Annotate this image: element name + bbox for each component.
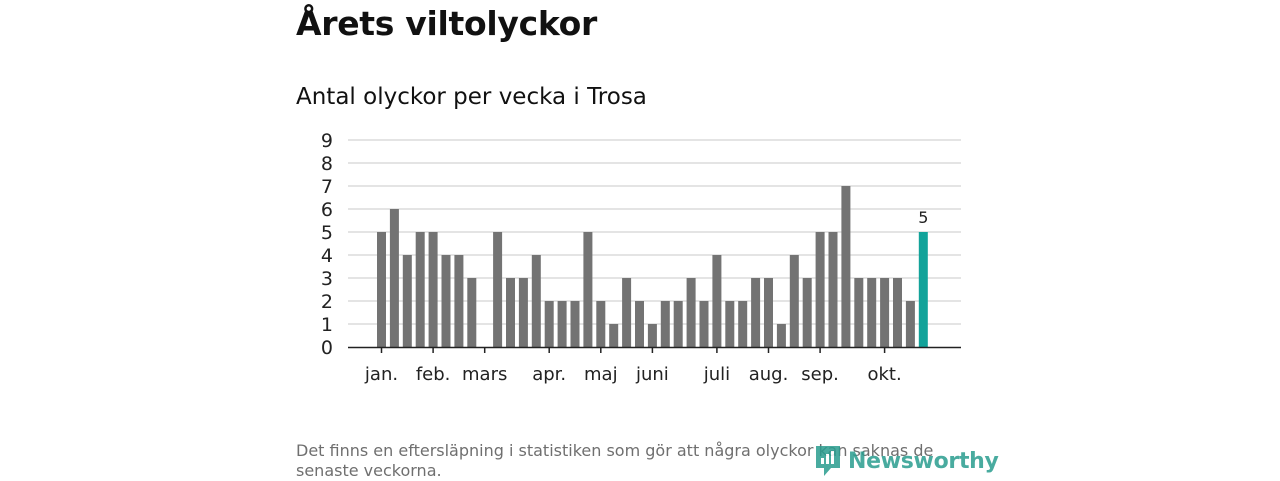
x-tick-label: juli — [703, 364, 730, 385]
footnote: Det finns en eftersläpning i statistiken… — [296, 441, 934, 480]
x-tick-label: juni — [635, 364, 669, 385]
bar — [454, 255, 464, 347]
chart-title: Årets viltolyckor — [296, 4, 597, 43]
bar — [776, 324, 786, 347]
y-tick-label: 0 — [321, 337, 333, 359]
bar — [802, 278, 812, 347]
bar — [764, 278, 773, 347]
bar — [673, 301, 683, 347]
y-tick-label: 8 — [321, 153, 333, 175]
bar — [557, 301, 567, 347]
x-tick-label: feb. — [416, 364, 451, 385]
bar — [467, 278, 477, 347]
bar — [518, 278, 528, 347]
x-tick-label: mars — [462, 364, 507, 385]
bar — [402, 255, 412, 347]
newsworthy-wordmark: Newsworthy — [848, 448, 999, 474]
y-tick-label: 5 — [321, 222, 333, 244]
data-label-latest: 5 — [918, 208, 928, 227]
bar — [389, 209, 399, 347]
x-tick-label: apr. — [532, 364, 566, 385]
bar — [880, 278, 890, 347]
bar — [583, 232, 593, 347]
bar — [751, 278, 761, 347]
bar — [686, 278, 696, 347]
bar — [738, 301, 748, 347]
bar — [905, 301, 915, 347]
bar — [635, 301, 644, 347]
newsworthy-logo-icon — [816, 446, 840, 476]
bar — [854, 278, 864, 347]
y-tick-label: 7 — [321, 176, 333, 198]
bar — [622, 278, 632, 347]
x-tick-label: aug. — [749, 364, 789, 385]
bar — [596, 301, 606, 347]
bar — [660, 301, 670, 347]
y-tick-label: 3 — [321, 268, 333, 290]
bar-latest-week — [918, 232, 928, 347]
bar — [815, 232, 825, 347]
bar — [789, 255, 799, 347]
newsworthy-brand: Newsworthy — [814, 444, 999, 478]
y-tick-label: 1 — [321, 314, 333, 336]
y-tick-label: 2 — [321, 291, 333, 313]
bar — [428, 232, 438, 347]
bar — [415, 232, 425, 347]
bar — [647, 324, 657, 347]
bar — [544, 301, 554, 347]
bar — [712, 255, 722, 347]
x-tick-label: sep. — [801, 364, 839, 385]
y-tick-label: 4 — [321, 245, 333, 267]
y-tick-label: 6 — [321, 199, 333, 221]
bar — [493, 232, 503, 347]
bar — [377, 232, 386, 347]
bar — [828, 232, 838, 347]
bar — [441, 255, 451, 347]
bar — [841, 186, 851, 347]
bar — [867, 278, 877, 347]
bar — [609, 324, 619, 347]
chart-subtitle: Antal olyckor per vecka i Trosa — [296, 84, 647, 110]
bar — [570, 301, 580, 347]
x-tick-label: jan. — [364, 364, 398, 385]
x-tick-label: maj — [584, 364, 618, 385]
bar — [699, 301, 709, 347]
y-tick-label: 9 — [321, 130, 333, 152]
bar — [531, 255, 541, 347]
x-tick-label: okt. — [867, 364, 901, 385]
bar — [893, 278, 902, 347]
bar — [725, 301, 735, 347]
bar — [506, 278, 515, 347]
